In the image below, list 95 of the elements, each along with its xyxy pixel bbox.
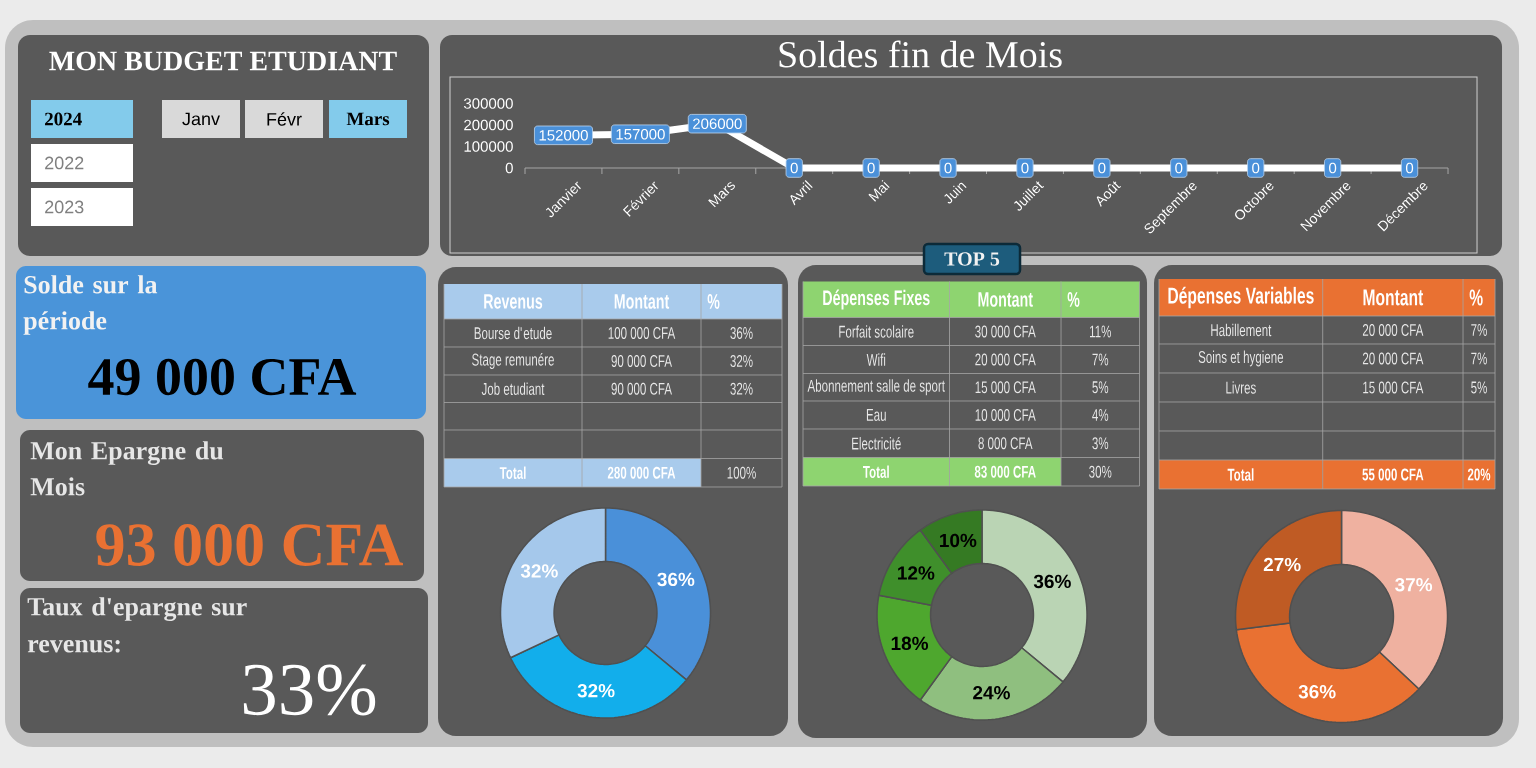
text: MON BUDGET ETUDIANT xyxy=(49,51,397,71)
category-label: Abonnement salle de sport xyxy=(807,379,945,396)
y-tick-label: 100000 xyxy=(464,141,513,152)
category-label: Stage remunére xyxy=(472,352,554,370)
y-tick-label: 300000 xyxy=(463,98,513,109)
data-label: 36% xyxy=(657,572,695,587)
text: 20 000 CFA xyxy=(1362,352,1424,365)
category-label: % xyxy=(1469,289,1483,306)
category-label: Montant xyxy=(1363,289,1424,306)
text: Dépenses Variables xyxy=(1168,286,1314,309)
text: 30 000 CFA xyxy=(975,325,1036,338)
y-tick-label: 0 xyxy=(505,162,513,174)
category-label: Electricité xyxy=(852,436,901,450)
category-label: Livres xyxy=(1226,381,1256,394)
category-label: Forfait scolaire xyxy=(839,325,914,338)
category-label: Bourse d'etude xyxy=(474,326,552,340)
data-label: 157000 xyxy=(616,128,665,140)
category-label: Janv xyxy=(182,112,220,126)
category-label: Févr xyxy=(267,112,302,126)
data-label: 0 xyxy=(944,162,952,174)
x-tick-label: Mai xyxy=(868,180,890,202)
text: 7% xyxy=(1471,352,1487,365)
data-label: 18% xyxy=(891,636,929,651)
data-label: 0 xyxy=(1405,162,1414,174)
category-label: % xyxy=(1067,292,1080,307)
text: Solde sur la période xyxy=(23,275,158,335)
category-label: 2023 xyxy=(45,200,84,214)
category-label: Soins et hygiene xyxy=(1198,350,1284,367)
data-label: 0 xyxy=(1021,162,1029,174)
text: 4% xyxy=(1092,409,1109,421)
text: Revenus xyxy=(484,294,543,309)
text: 20 000 CFA xyxy=(1362,323,1424,337)
text: Dépenses Fixes xyxy=(823,289,930,310)
text: 7% xyxy=(1092,353,1109,366)
data-label: 12% xyxy=(898,566,935,580)
text: 8 000 CFA xyxy=(978,437,1033,450)
data-label: 206000 xyxy=(693,118,742,130)
data-label: 10% xyxy=(940,533,977,548)
text: 20 000 CFA xyxy=(975,353,1036,366)
data-label: 152000 xyxy=(539,130,588,141)
data-label: 0 xyxy=(1252,162,1260,174)
text: 32% xyxy=(730,382,753,395)
data-label: 32% xyxy=(520,564,558,578)
category-label: Montant xyxy=(978,292,1033,307)
text: 3% xyxy=(1092,437,1109,450)
category-label: Total xyxy=(863,465,889,478)
category-label: Wifi xyxy=(866,353,886,366)
text: 90 000 CFA xyxy=(611,354,672,368)
text: 15 000 CFA xyxy=(1363,381,1424,394)
text: 10 000 CFA xyxy=(975,408,1036,422)
x-tick-label: Juin xyxy=(944,182,967,204)
text: 15 000 CFA xyxy=(975,381,1036,394)
category-label: Mars xyxy=(346,112,390,126)
text: 7% xyxy=(1471,324,1487,336)
text: 5% xyxy=(1092,381,1109,394)
data-label: 0 xyxy=(867,162,875,174)
category-label: Habillement xyxy=(1211,323,1272,337)
text: 20% xyxy=(1467,468,1491,481)
category-label: Montant xyxy=(614,294,670,309)
category-label: Total xyxy=(1227,468,1254,481)
text: 49 000 CFA xyxy=(88,358,357,396)
category-label: 2022 xyxy=(45,156,84,170)
text: 100 000 CFA xyxy=(608,326,676,340)
text: 32% xyxy=(730,354,753,368)
data-label: 0 xyxy=(790,162,798,174)
category-label: Total xyxy=(499,466,526,479)
text: 36% xyxy=(730,326,753,340)
category-label: % xyxy=(707,294,720,309)
y-tick-label: 200000 xyxy=(464,119,513,131)
text: Taux d'epargne sur revenus: xyxy=(27,597,247,653)
text: 30% xyxy=(1089,465,1112,478)
data-label: 36% xyxy=(1033,574,1071,589)
text: 83 000 CFA xyxy=(974,465,1036,478)
data-label: 0 xyxy=(1175,162,1183,174)
category-label: Job etudiant xyxy=(481,382,545,395)
chart-title: Soldes fin de Mois xyxy=(779,40,1062,68)
text: Mon Epargne du Mois xyxy=(30,441,224,496)
text: 5% xyxy=(1471,381,1487,394)
data-label: 24% xyxy=(973,685,1010,700)
category-label: 2024 xyxy=(45,112,82,126)
text: 55 000 CFA xyxy=(1362,468,1424,481)
data-label: 32% xyxy=(577,683,615,698)
category-label: Eau xyxy=(866,409,886,421)
text: 90 000 CFA xyxy=(611,382,672,395)
text: 100% xyxy=(727,466,756,479)
text: 33% xyxy=(243,664,376,716)
data-label: 0 xyxy=(1098,162,1106,174)
text: 93 000 CFA xyxy=(96,524,403,566)
text: TOP 5 xyxy=(944,252,1000,266)
data-label: 27% xyxy=(1263,557,1301,572)
data-label: 37% xyxy=(1395,577,1433,592)
text: 280 000 CFA xyxy=(607,466,676,479)
data-label: 0 xyxy=(1329,162,1337,174)
text: 11% xyxy=(1090,325,1111,338)
data-label: 36% xyxy=(1298,685,1336,699)
